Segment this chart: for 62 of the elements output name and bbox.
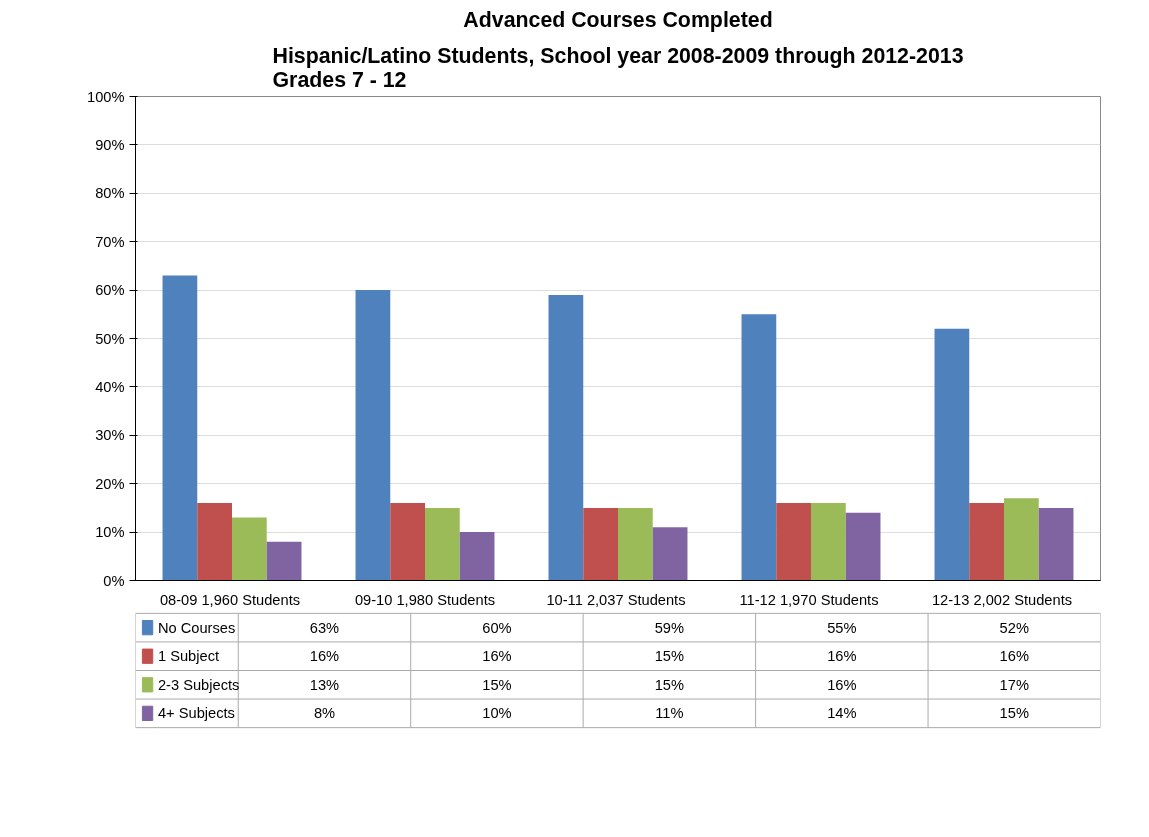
data-label: 16%	[827, 648, 857, 665]
x-tick-label: 11-12 1,970 Students	[739, 591, 879, 608]
data-label: 15%	[482, 676, 512, 693]
y-tick-label: 60%	[95, 282, 125, 299]
y-tick-label: 100%	[87, 88, 125, 105]
y-tick-label: 20%	[95, 475, 125, 492]
bar	[618, 507, 653, 581]
bar	[390, 503, 425, 581]
data-label: 16%	[482, 648, 512, 665]
legend-label: 2-3 Subjects	[157, 676, 240, 693]
data-label: 15%	[654, 648, 685, 665]
bar	[459, 532, 495, 581]
bar	[232, 517, 267, 581]
data-label: 10%	[482, 705, 512, 722]
data-label: 59%	[654, 619, 685, 636]
bar	[1004, 498, 1039, 581]
bar	[776, 503, 811, 581]
bar	[548, 294, 584, 581]
data-label: 11%	[655, 705, 684, 722]
data-label: 16%	[827, 676, 857, 693]
bar	[197, 503, 232, 581]
bar	[583, 507, 618, 581]
bar	[425, 507, 460, 581]
data-label: 63%	[309, 619, 340, 636]
data-label: 52%	[999, 619, 1029, 636]
chart-title: Advanced Courses Completed	[463, 7, 773, 32]
legend-label: 1 Subject	[157, 648, 220, 665]
data-label: 14%	[827, 705, 857, 722]
y-tick-label: 70%	[95, 233, 125, 250]
legend-label: No Courses	[157, 619, 236, 636]
bar	[934, 328, 970, 581]
data-label: 15%	[654, 676, 685, 693]
y-tick-label: 50%	[95, 330, 125, 347]
bar	[1038, 507, 1074, 581]
data-label: 16%	[999, 648, 1029, 665]
y-tick-label: 90%	[95, 136, 125, 153]
legend-label: 4+ Subjects	[157, 705, 235, 722]
bar	[741, 314, 777, 581]
bar	[266, 541, 302, 581]
x-tick-label: 12-13 2,002 Students	[931, 591, 1073, 608]
data-label: 55%	[827, 619, 857, 636]
bar	[811, 503, 846, 581]
y-tick-label: 30%	[95, 427, 125, 444]
data-label: 8%	[313, 705, 336, 722]
x-tick-label: 09-10 1,980 Students	[354, 591, 496, 608]
y-tick-label: 0%	[103, 572, 125, 589]
bar	[969, 503, 1004, 581]
bar	[355, 290, 391, 581]
bar	[162, 275, 198, 581]
data-label: 15%	[999, 705, 1029, 722]
y-tick-label: 40%	[95, 378, 125, 395]
data-label: 16%	[309, 648, 340, 665]
chart-subtitle: Hispanic/Latino Students, School year 2008-2009 through 2012-2013 Grades 7 - 12	[272, 43, 964, 92]
y-tick-label: 10%	[95, 524, 125, 541]
bar	[845, 512, 881, 581]
data-label: 13%	[309, 676, 340, 693]
y-tick-label: 80%	[95, 185, 125, 202]
bar	[652, 527, 688, 581]
data-label: 17%	[999, 676, 1029, 693]
x-tick-label: 10-11 2,037 Students	[546, 591, 686, 608]
x-tick-label: 08-09 1,960 Students	[159, 591, 301, 608]
data-label: 60%	[482, 619, 512, 636]
